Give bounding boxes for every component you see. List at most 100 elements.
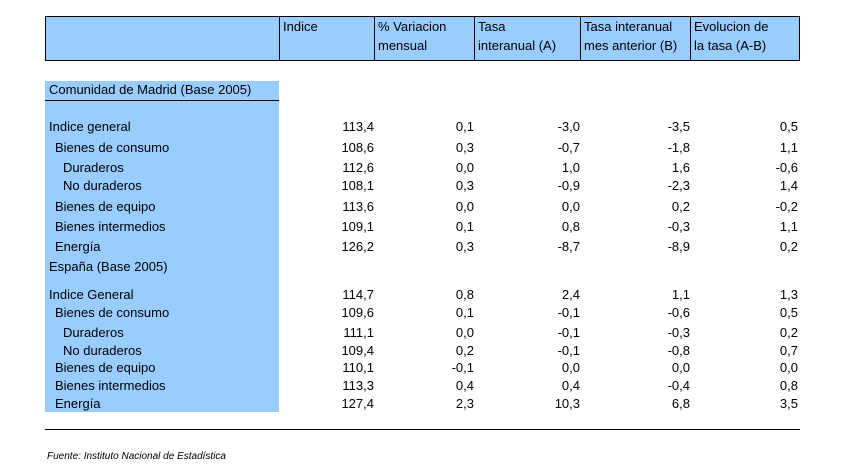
cell-tasa-a: -0,1 (474, 304, 580, 322)
cell-variacion: 0,2 (374, 342, 474, 360)
header-line: la tasa (A-B) (691, 36, 799, 55)
cell-tasa-b: -2,3 (580, 177, 690, 195)
cell-evolucion: 1,1 (690, 218, 798, 236)
header-tasa-interanual: Tasa interanual (A) (475, 17, 580, 60)
table-row: Energía 126,2 0,3 -8,7 -8,9 0,2 (0, 238, 848, 256)
table-row: Bienes de equipo 113,6 0,0 0,0 0,2 -0,2 (0, 198, 848, 216)
table-row: Indice general 113,4 0,1 -3,0 -3,5 0,5 (0, 118, 848, 136)
cell-variacion: 2,3 (374, 395, 474, 413)
cell-indice: 108,1 (280, 177, 374, 195)
cell-evolucion: 0,5 (690, 304, 798, 322)
cell-indice: 109,1 (280, 218, 374, 236)
cell-tasa-a: 0,4 (474, 377, 580, 395)
cell-variacion: 0,3 (374, 177, 474, 195)
cell-indice: 113,6 (280, 198, 374, 216)
cell-evolucion: -0,2 (690, 198, 798, 216)
cell-variacion: 0,3 (374, 139, 474, 157)
source-note: Fuente: Instituto Nacional de Estadístic… (47, 451, 226, 462)
header-bottom-rule (45, 60, 800, 61)
table-row: Bienes intermedios 109,1 0,1 0,8 -0,3 1,… (0, 218, 848, 236)
cell-evolucion: 3,5 (690, 395, 798, 413)
cell-variacion: 0,4 (374, 377, 474, 395)
cell-tasa-b: 1,6 (580, 159, 690, 177)
row-label: Bienes de equipo (55, 359, 155, 377)
cell-indice: 110,1 (280, 359, 374, 377)
cell-tasa-a: 2,4 (474, 286, 580, 304)
cell-indice: 111,1 (280, 324, 374, 342)
row-label: Bienes de consumo (55, 304, 169, 322)
table-row: Bienes de consumo 109,6 0,1 -0,1 -0,6 0,… (0, 304, 848, 322)
cell-tasa-a: -8,7 (474, 238, 580, 256)
row-label: No duraderos (63, 342, 142, 360)
cell-tasa-a: -0,7 (474, 139, 580, 157)
cell-tasa-b: -0,8 (580, 342, 690, 360)
cell-evolucion: 0,2 (690, 238, 798, 256)
cell-indice: 126,2 (280, 238, 374, 256)
cell-evolucion: 1,3 (690, 286, 798, 304)
cell-indice: 127,4 (280, 395, 374, 413)
header-line: mensual (375, 36, 474, 55)
table-row: No duraderos 109,4 0,2 -0,1 -0,8 0,7 (0, 342, 848, 360)
header-blank-cell (45, 17, 279, 60)
cell-tasa-a: -0,1 (474, 324, 580, 342)
table-row: Indice General 114,7 0,8 2,4 1,1 1,3 (0, 286, 848, 304)
cell-tasa-a: 0,8 (474, 218, 580, 236)
cell-indice: 113,4 (280, 118, 374, 136)
cell-evolucion: 0,5 (690, 118, 798, 136)
cell-indice: 109,4 (280, 342, 374, 360)
cell-tasa-a: 1,0 (474, 159, 580, 177)
cell-evolucion: 0,2 (690, 324, 798, 342)
row-label: Energía (55, 395, 101, 413)
cell-indice: 113,3 (280, 377, 374, 395)
cell-tasa-a: -3,0 (474, 118, 580, 136)
table-row: Duraderos 111,1 0,0 -0,1 -0,3 0,2 (0, 324, 848, 342)
header-variacion-mensual: % Variacion mensual (375, 17, 474, 60)
header-line: Tasa interanual (581, 17, 690, 36)
cell-tasa-b: 0,0 (580, 359, 690, 377)
cell-evolucion: 0,0 (690, 359, 798, 377)
section-title-spain: España (Base 2005) (49, 258, 168, 276)
header-line: Indice (280, 17, 374, 36)
label-column-divider (45, 100, 279, 101)
cell-tasa-b: -3,5 (580, 118, 690, 136)
cell-variacion: 0,8 (374, 286, 474, 304)
cell-tasa-b: 1,1 (580, 286, 690, 304)
cell-variacion: 0,0 (374, 324, 474, 342)
header-line: mes anterior (B) (581, 36, 690, 55)
row-label: Bienes intermedios (55, 377, 166, 395)
cell-tasa-b: -0,3 (580, 324, 690, 342)
table-row: Bienes intermedios 113,3 0,4 0,4 -0,4 0,… (0, 377, 848, 395)
cell-indice: 112,6 (280, 159, 374, 177)
cell-tasa-a: 10,3 (474, 395, 580, 413)
header-tasa-mes-anterior: Tasa interanual mes anterior (B) (581, 17, 690, 60)
header-line: Tasa (475, 17, 580, 36)
cell-tasa-b: -8,9 (580, 238, 690, 256)
cell-variacion: 0,1 (374, 304, 474, 322)
cell-tasa-a: -0,9 (474, 177, 580, 195)
table-row: Energía 127,4 2,3 10,3 6,8 3,5 (0, 395, 848, 413)
row-label: Bienes intermedios (55, 218, 166, 236)
row-label: Indice general (49, 118, 131, 136)
row-label: Duraderos (63, 159, 124, 177)
table-row: Bienes de consumo 108,6 0,3 -0,7 -1,8 1,… (0, 139, 848, 157)
cell-variacion: 0,0 (374, 159, 474, 177)
row-label: No duraderos (63, 177, 142, 195)
cell-tasa-a: -0,1 (474, 342, 580, 360)
header-divider (799, 17, 800, 60)
cell-tasa-a: 0,0 (474, 198, 580, 216)
row-label: Energía (55, 238, 101, 256)
cell-tasa-b: 6,8 (580, 395, 690, 413)
section-title-madrid: Comunidad de Madrid (Base 2005) (49, 81, 251, 99)
bottom-rule (45, 429, 800, 430)
cell-indice: 108,6 (280, 139, 374, 157)
cell-evolucion: 1,1 (690, 139, 798, 157)
cell-evolucion: -0,6 (690, 159, 798, 177)
cell-indice: 109,6 (280, 304, 374, 322)
cell-variacion: 0,0 (374, 198, 474, 216)
header-evolucion-tasa: Evolucion de la tasa (A-B) (691, 17, 799, 60)
cell-variacion: 0,3 (374, 238, 474, 256)
row-label: Indice General (49, 286, 134, 304)
header-indice: Indice (280, 17, 374, 60)
cell-indice: 114,7 (280, 286, 374, 304)
cell-variacion: -0,1 (374, 359, 474, 377)
